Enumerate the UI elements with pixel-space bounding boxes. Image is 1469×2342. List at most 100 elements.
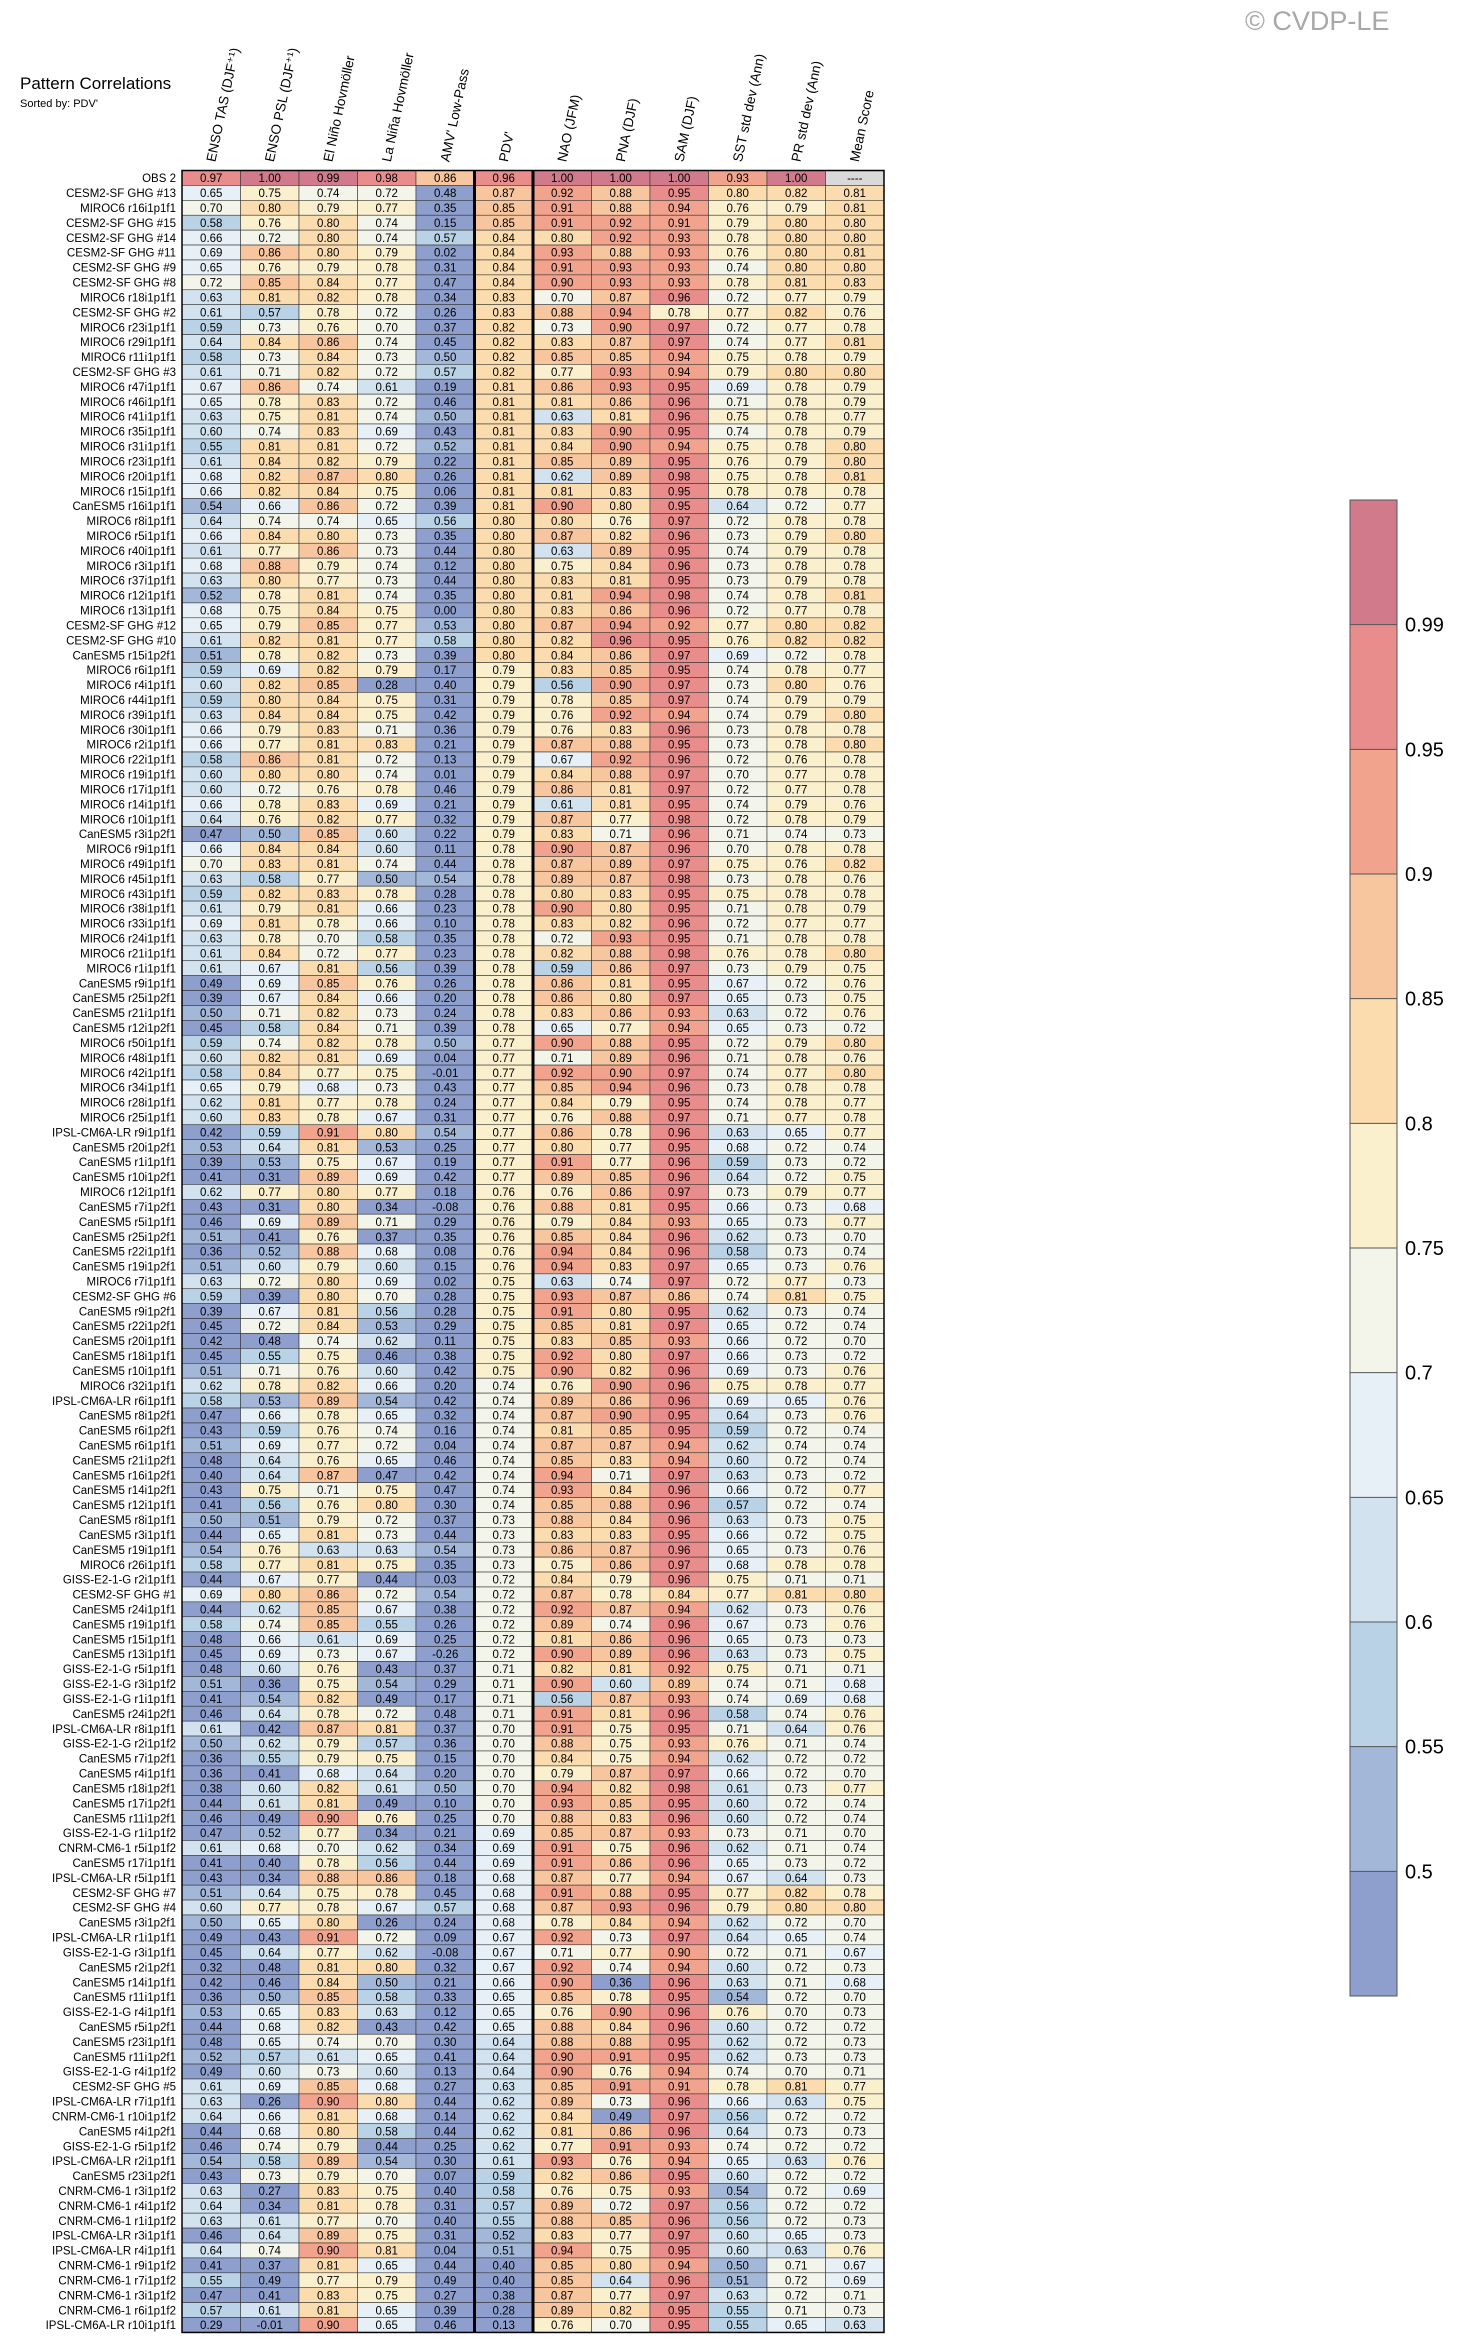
- cell-value: 0.78: [493, 889, 515, 901]
- cell-value: 0.76: [844, 307, 866, 319]
- cell-value: 0.78: [785, 934, 807, 946]
- cell-value: 0.79: [259, 620, 281, 632]
- row-label: CanESM5 r23i1p2f1: [72, 2171, 176, 2183]
- cell-value: 0.79: [844, 814, 866, 826]
- cell-value: 0.79: [785, 1187, 807, 1199]
- row-label: CanESM5 r5i1p2f1: [79, 2022, 176, 2034]
- cell-value: 0.58: [259, 874, 281, 886]
- cell-value: 0.44: [434, 2261, 457, 2273]
- cell-value: 0.28: [493, 2305, 515, 2317]
- row-label: CanESM5 r15i1p1f1: [72, 1634, 176, 1646]
- cell-value: 0.59: [200, 695, 222, 707]
- cell-value: 0.72: [376, 188, 398, 200]
- cell-value: 0.51: [200, 650, 222, 662]
- cell-value: 0.21: [434, 740, 456, 752]
- cell-value: 0.79: [727, 1903, 749, 1915]
- cell-value: 0.80: [317, 1187, 339, 1199]
- cell-value: 0.72: [785, 1918, 807, 1930]
- cell-value: 0.91: [551, 1858, 573, 1870]
- cell-value: 0.70: [785, 2007, 807, 2019]
- cell-value: 0.78: [844, 1560, 866, 1572]
- cell-value: 0.80: [551, 233, 573, 245]
- cell-value: 0.73: [785, 1157, 807, 1169]
- cell-value: 0.71: [785, 1947, 807, 1959]
- cell-value: 0.72: [785, 1962, 807, 1974]
- cell-value: 0.73: [785, 1232, 807, 1244]
- cell-value: 0.70: [493, 1769, 515, 1781]
- cell-value: 0.78: [610, 1992, 632, 2004]
- cell-value: 0.77: [727, 620, 749, 632]
- cell-value: 0.73: [785, 1634, 807, 1646]
- cell-value: 0.78: [259, 799, 281, 811]
- cell-value: 0.82: [259, 486, 281, 498]
- cell-value: 0.65: [727, 2156, 749, 2168]
- cell-value: 0.74: [727, 695, 750, 707]
- cell-value: 0.66: [376, 1381, 398, 1393]
- cell-value: 0.75: [317, 1351, 339, 1363]
- row-label: CNRM-CM6-1 r3i1p1f2: [58, 2186, 176, 2198]
- cell-value: 0.60: [727, 2246, 749, 2258]
- cell-value: 0.72: [785, 1485, 807, 1497]
- row-label: CanESM5 r17i1p2f1: [72, 1798, 176, 1810]
- cell-value: 0.78: [785, 1381, 807, 1393]
- cell-value: 0.77: [844, 1187, 866, 1199]
- cell-value: 0.78: [376, 2201, 398, 2213]
- cell-value: 0.61: [200, 635, 222, 647]
- cell-value: 0.78: [317, 1858, 339, 1870]
- cell-value: 0.69: [259, 1649, 281, 1661]
- cell-value: 0.58: [259, 1023, 281, 1035]
- row-label: CanESM5 r1i1p1f1: [79, 1157, 176, 1169]
- cell-value: 0.93: [668, 263, 690, 275]
- cell-value: 0.40: [493, 2275, 515, 2287]
- cell-value: 0.44: [434, 2097, 457, 2109]
- cell-value: 0.83: [610, 1262, 632, 1274]
- cell-value: 0.67: [376, 1605, 398, 1617]
- cell-value: 0.75: [727, 1381, 749, 1393]
- cell-value: 0.79: [493, 829, 515, 841]
- cell-value: 0.61: [259, 2216, 281, 2228]
- cell-value: 0.82: [317, 1694, 339, 1706]
- cell-value: 0.80: [844, 367, 866, 379]
- cell-value: 0.74: [727, 665, 750, 677]
- cell-value: 0.87: [610, 844, 632, 856]
- cell-value: 0.48: [434, 188, 456, 200]
- cell-value: 0.80: [493, 576, 515, 588]
- row-label: CanESM5 r17i1p1f1: [72, 1858, 176, 1870]
- cell-value: 0.81: [493, 456, 515, 468]
- cell-value: 0.78: [844, 889, 866, 901]
- cell-value: 0.83: [551, 919, 573, 931]
- cell-value: 0.74: [317, 1336, 340, 1348]
- cell-value: 0.46: [200, 2141, 222, 2153]
- cell-value: 0.81: [493, 427, 515, 439]
- cell-value: 0.60: [376, 1262, 398, 1274]
- cell-value: 0.71: [785, 1575, 807, 1587]
- cell-value: 0.73: [727, 531, 749, 543]
- row-label: CNRM-CM6-1 r6i1p1f2: [58, 2305, 176, 2317]
- cell-value: 0.97: [200, 173, 222, 185]
- cell-value: 0.44: [200, 1530, 223, 1542]
- cell-value: 0.29: [434, 1217, 456, 1229]
- cell-value: 0.96: [668, 1634, 690, 1646]
- cell-value: 0.74: [376, 561, 399, 573]
- cell-value: 0.73: [785, 1411, 807, 1423]
- cell-value: 0.82: [317, 1381, 339, 1393]
- cell-value: 0.78: [493, 948, 515, 960]
- cell-value: 0.81: [259, 1098, 281, 1110]
- cell-value: 0.80: [317, 1202, 339, 1214]
- cell-value: 0.70: [493, 1798, 515, 1810]
- cell-value: 0.79: [317, 263, 339, 275]
- cell-value: 0.72: [493, 1619, 515, 1631]
- cell-value: 0.48: [259, 1336, 281, 1348]
- cell-value: 0.72: [317, 948, 339, 960]
- row-label: CanESM5 r18i1p1f1: [72, 1351, 176, 1363]
- cell-value: 0.37: [434, 1515, 456, 1527]
- cell-value: 0.64: [727, 2126, 750, 2138]
- cell-value: 0.79: [844, 382, 866, 394]
- cell-value: 0.96: [668, 1127, 690, 1139]
- cell-value: 0.45: [200, 1321, 222, 1333]
- cell-value: 0.80: [785, 248, 807, 260]
- cell-value: 0.57: [434, 1903, 456, 1915]
- cell-value: -0.26: [432, 1649, 458, 1661]
- cell-value: 0.85: [610, 2216, 632, 2228]
